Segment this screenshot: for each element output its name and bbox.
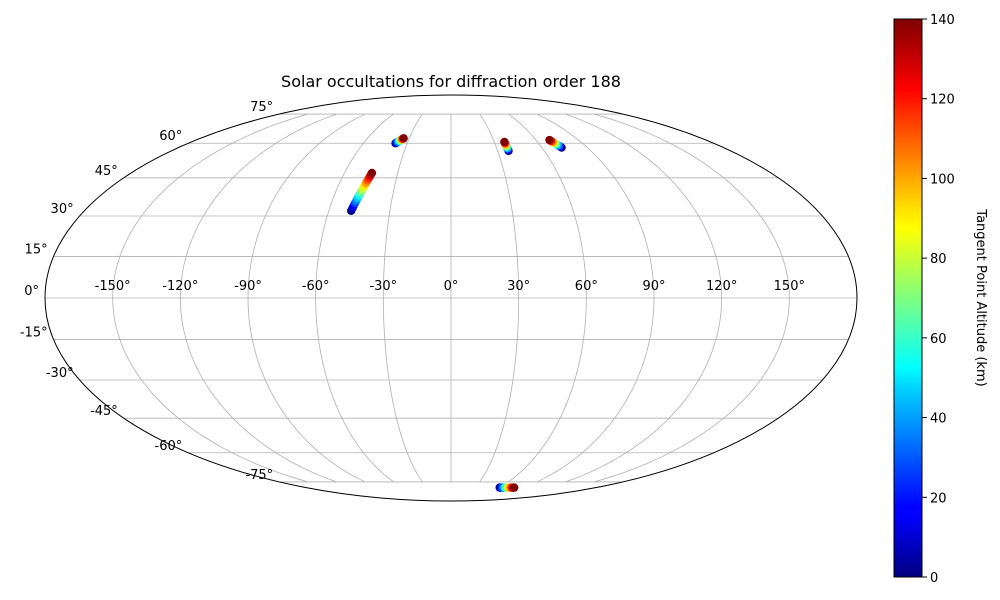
latitude-tick-label: -30° <box>46 366 74 381</box>
scatter-points <box>347 134 566 492</box>
latitude-tick-label: 0° <box>24 284 39 299</box>
latitude-tick-label: -75° <box>245 468 273 483</box>
colorbar-tick-label: 20 <box>930 491 947 506</box>
longitude-tick-label: -60° <box>302 279 330 294</box>
colorbar-tick-label: 0 <box>930 571 938 586</box>
longitude-tick-label: 120° <box>706 279 737 294</box>
latitude-tick-label: 30° <box>51 202 74 217</box>
colorbar-tick-label: 60 <box>930 332 947 347</box>
colorbar-tick-label: 100 <box>930 172 955 187</box>
latitude-tick-label: 60° <box>159 129 182 144</box>
colorbar-tick-label: 80 <box>930 252 947 267</box>
latitude-tick-label: 45° <box>95 164 118 179</box>
longitude-tick-label: -30° <box>369 279 397 294</box>
scatter-point <box>399 134 408 143</box>
longitude-gridline <box>179 113 337 483</box>
latitude-tick-label: -60° <box>155 439 183 454</box>
scatter-point <box>367 168 377 178</box>
longitude-gridline <box>565 113 723 483</box>
scatter-point <box>500 137 509 147</box>
latitude-tick-label: -15° <box>20 326 48 341</box>
colorbar-gradient <box>893 18 923 578</box>
colorbar-label: Tangent Point Altitude (km) <box>973 208 988 386</box>
longitude-tick-label: 60° <box>575 279 598 294</box>
longitude-tick-label: 30° <box>507 279 530 294</box>
latitude-tick-labels: -75° -60° -45° -30° -15° 0° 15° 30° 45° 60° 75° <box>20 100 273 483</box>
colorbar-tick-label: 140 <box>930 13 955 28</box>
longitude-gridline <box>508 113 587 483</box>
longitude-gridline <box>315 113 394 483</box>
chart-title: Solar occultations for diffraction order… <box>281 72 621 91</box>
latitude-tick-label: 15° <box>25 242 48 257</box>
colorbar-tick-label: 120 <box>930 93 955 108</box>
longitude-gridline <box>479 113 520 483</box>
longitude-tick-label: 90° <box>642 279 665 294</box>
longitude-gridline <box>112 113 308 483</box>
map-outline <box>44 94 858 502</box>
longitude-tick-label: 150° <box>774 279 805 294</box>
latitude-tick-label: 75° <box>250 100 273 115</box>
longitude-gridline <box>536 113 655 483</box>
scatter-point <box>509 483 519 492</box>
colorbar-ticks: 0 20 40 60 80 100 120 140 <box>922 13 955 586</box>
latitude-tick-label: -45° <box>90 404 118 419</box>
longitude-tick-label: 0° <box>444 279 459 294</box>
longitude-tick-label: -90° <box>234 279 262 294</box>
longitude-tick-label: -150° <box>95 279 131 294</box>
colorbar: 0 20 40 60 80 100 120 140 Tangent Point Altitud… <box>893 13 988 586</box>
longitude-gridline <box>382 113 423 483</box>
scatter-point <box>545 135 554 145</box>
map-gridlines <box>45 113 857 483</box>
longitude-tick-labels: -150° -120° -90° -60° -30° 0° 30° 60° 90° 120° 150… <box>95 279 805 294</box>
longitude-gridline <box>247 113 366 483</box>
colorbar-tick-label: 40 <box>930 412 947 427</box>
longitude-gridline <box>594 113 790 483</box>
longitude-tick-label: -120° <box>162 279 198 294</box>
